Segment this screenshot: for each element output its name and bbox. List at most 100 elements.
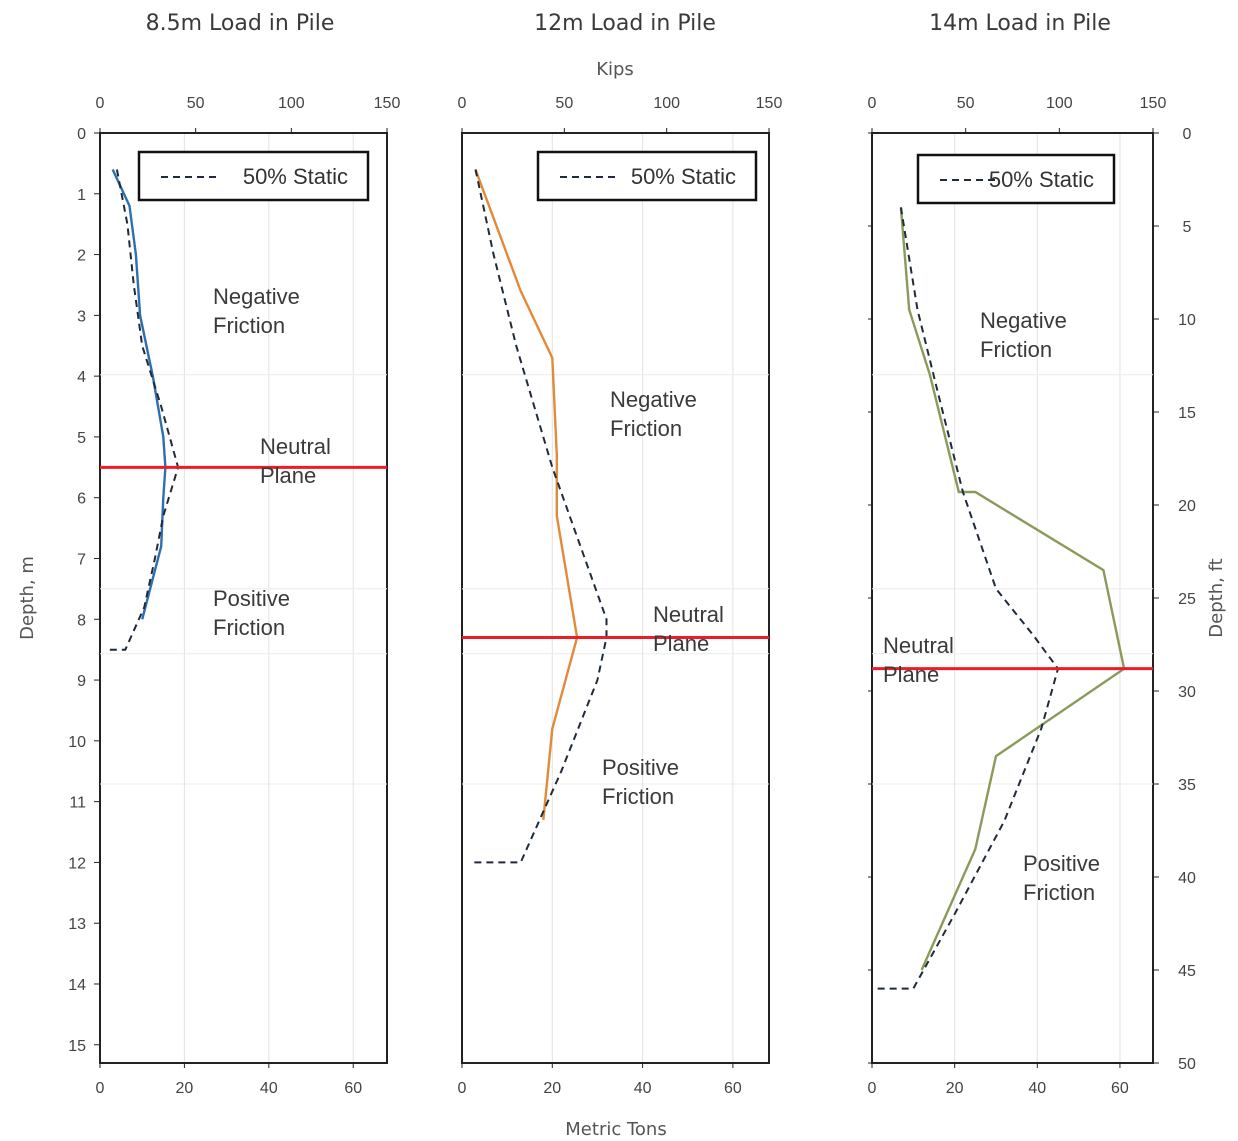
annotation-line: Friction (602, 784, 674, 809)
y-tick-label: 5 (1183, 219, 1192, 236)
y-tick-label: 35 (1178, 777, 1196, 794)
annotation-line: Friction (1023, 880, 1095, 905)
positive-friction-label: Positive Friction (602, 755, 679, 809)
annotation-line: Negative (610, 387, 697, 412)
neutral-plane-label-line: Neutral (653, 602, 724, 627)
y-tick-label: 4 (77, 369, 86, 386)
annotation-line: Friction (213, 615, 285, 640)
y-tick-label: 0 (77, 126, 86, 143)
series-load-line (474, 169, 579, 821)
y-tick-label: 11 (69, 795, 86, 812)
y-tick-label: 3 (77, 308, 86, 325)
neutral-plane-label-line: Neutral (883, 633, 954, 658)
negative-friction-label: Negative Friction (980, 308, 1067, 362)
x-tick-label: 0 (96, 1080, 105, 1097)
x2-tick-label: 100 (278, 95, 305, 112)
annotation-line: Positive (602, 755, 679, 780)
x2-tick-label: 150 (756, 95, 783, 112)
x-tick-label: 40 (634, 1080, 652, 1097)
x-tick-label: 60 (724, 1080, 742, 1097)
y-tick-label: 10 (1178, 312, 1196, 329)
chart-title: 12m Load in Pile (534, 11, 716, 36)
plot-frame (461, 132, 770, 1064)
y-tick-label: 2 (77, 248, 86, 265)
x-tick-label: 60 (344, 1080, 362, 1097)
bottom-axis-label: Metric Tons (565, 1119, 666, 1140)
annotation-line: Friction (980, 337, 1052, 362)
x2-tick-label: 50 (187, 95, 205, 112)
x-tick-label: 20 (946, 1080, 964, 1097)
neutral-plane-label-line: Plane (260, 463, 316, 488)
y-tick-label: 20 (1178, 498, 1196, 515)
y-tick-label: 0 (1183, 126, 1192, 143)
x2-tick-label: 0 (868, 95, 877, 112)
neutral-plane-label: Neutral Plane (653, 602, 724, 656)
x-tick-label: 60 (1111, 1080, 1129, 1097)
y-tick-label: 15 (68, 1038, 86, 1055)
x2-tick-label: 100 (1046, 95, 1073, 112)
y-tick-label: 10 (68, 734, 86, 751)
positive-friction-label: Positive Friction (213, 586, 290, 640)
series-load-line (899, 207, 1126, 971)
neutral-plane-label-line: Plane (883, 662, 939, 687)
annotation-line: Friction (213, 313, 285, 338)
annotation-line: Negative (980, 308, 1067, 333)
y-tick-label: 15 (1178, 405, 1196, 422)
legend-label: 50% Static (989, 167, 1094, 192)
annotation-line: Positive (213, 586, 290, 611)
x2-tick-label: 50 (555, 95, 573, 112)
chart-title: 8.5m Load in Pile (146, 11, 335, 36)
chart-panel-2: 12m Load in Pile 0 20 40 60 0 50 100 150 Neutral P… (458, 11, 783, 1097)
x-tick-label: 40 (1028, 1080, 1046, 1097)
neutral-plane-label-line: Plane (653, 631, 709, 656)
positive-friction-label: Positive Friction (1023, 851, 1100, 905)
annotation-line: Negative (213, 284, 300, 309)
neutral-plane-label-line: Neutral (260, 434, 331, 459)
chart-panel-3: 14m Load in Pile 0 20 40 60 0 50 100 150 0 5 10 15 20… (868, 11, 1196, 1097)
x2-tick-label: 50 (957, 95, 975, 112)
chart-title: 14m Load in Pile (929, 11, 1111, 36)
series-50pct-static-line (872, 207, 1060, 990)
y-tick-label: 1 (77, 187, 86, 204)
series-50pct-static-line (108, 169, 180, 651)
series-50pct-static-line (471, 169, 608, 864)
x-tick-label: 20 (176, 1080, 194, 1097)
y-tick-label: 30 (1178, 684, 1196, 701)
neutral-plane-label: Neutral Plane (883, 633, 954, 687)
y-tick-label: 13 (68, 916, 86, 933)
top-axis-label: Kips (596, 59, 634, 80)
legend-label: 50% Static (631, 164, 736, 189)
plot-frame (99, 132, 388, 1064)
y-tick-label: 40 (1178, 870, 1196, 887)
negative-friction-label: Negative Friction (610, 387, 697, 441)
annotation-line: Positive (1023, 851, 1100, 876)
y-tick-label: 25 (1178, 591, 1196, 608)
x-tick-label: 0 (458, 1080, 467, 1097)
x-tick-label: 0 (868, 1080, 877, 1097)
x2-tick-label: 150 (374, 95, 401, 112)
y-tick-label: 6 (77, 491, 86, 508)
x2-tick-label: 150 (1140, 95, 1167, 112)
y-tick-label: 8 (77, 612, 86, 629)
y-tick-label: 7 (77, 551, 86, 568)
plot-frame (871, 132, 1154, 1064)
neutral-plane-label: Neutral Plane (260, 434, 331, 488)
legend-label: 50% Static (243, 164, 348, 189)
x2-tick-label: 0 (458, 95, 467, 112)
x-tick-label: 40 (260, 1080, 278, 1097)
y-tick-label: 12 (68, 855, 86, 872)
left-axis-label: Depth, m (17, 556, 38, 640)
x2-tick-label: 100 (653, 95, 680, 112)
x-tick-label: 20 (543, 1080, 561, 1097)
right-axis-label: Depth, ft (1206, 558, 1227, 637)
y-tick-label: 14 (68, 977, 86, 994)
y-tick-label: 50 (1178, 1056, 1196, 1073)
negative-friction-label: Negative Friction (213, 284, 300, 338)
annotation-line: Friction (610, 416, 682, 441)
legend-box (916, 153, 1116, 205)
x2-tick-label: 0 (96, 95, 105, 112)
y-tick-label: 45 (1178, 963, 1196, 980)
y-tick-label: 5 (77, 430, 86, 447)
